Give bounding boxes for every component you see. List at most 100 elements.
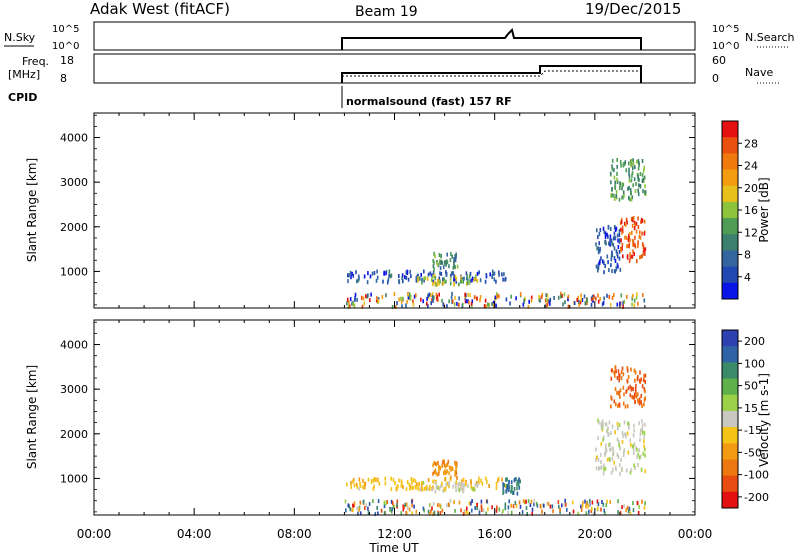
- data-cell: [358, 507, 360, 512]
- data-cell: [402, 279, 404, 284]
- data-cell: [548, 299, 551, 304]
- data-cell: [631, 173, 633, 178]
- data-cell: [616, 180, 619, 185]
- data-cell: [583, 294, 586, 299]
- data-cell: [613, 256, 616, 260]
- data-cell: [360, 295, 363, 300]
- data-cell: [409, 294, 412, 299]
- data-cell: [613, 370, 615, 375]
- data-cell: [610, 431, 612, 435]
- data-cell: [637, 452, 639, 457]
- data-cell: [495, 486, 498, 491]
- data-cell: [643, 231, 646, 236]
- data-cell: [604, 240, 606, 245]
- data-cell: [571, 500, 574, 505]
- data-cell: [609, 242, 611, 247]
- data-cell: [426, 276, 429, 281]
- data-cell: [515, 477, 517, 481]
- data-cell: [356, 506, 358, 511]
- data-cell: [493, 300, 495, 305]
- data-cell: [602, 502, 605, 507]
- data-cell: [513, 478, 516, 483]
- data-cell: [458, 481, 461, 486]
- data-cell: [623, 450, 625, 455]
- data-cell: [376, 505, 378, 510]
- data-cell: [480, 504, 483, 509]
- data-cell: [404, 502, 406, 507]
- data-cell: [388, 269, 391, 274]
- data-cell: [541, 509, 543, 514]
- velocity-frame: [93, 319, 696, 516]
- data-cell: [508, 499, 510, 504]
- data-cell: [518, 485, 521, 490]
- data-cell: [353, 501, 356, 506]
- data-cell: [437, 503, 439, 508]
- data-cell: [604, 263, 606, 268]
- data-cell: [603, 260, 605, 265]
- data-cell: [613, 197, 616, 201]
- data-cell: [489, 272, 491, 277]
- data-cell: [539, 503, 542, 508]
- data-cell: [614, 365, 616, 370]
- data-cell: [603, 463, 605, 468]
- data-cell: [612, 449, 615, 454]
- data-cell: [455, 471, 458, 476]
- data-cell: [487, 507, 489, 512]
- data-cell: [476, 483, 479, 488]
- data-cell: [631, 254, 633, 259]
- data-cell: [600, 460, 602, 465]
- data-cell: [392, 477, 395, 482]
- data-cell: [633, 242, 636, 247]
- data-cell: [470, 501, 472, 506]
- data-cell: [372, 486, 375, 491]
- data-cell: [630, 191, 632, 196]
- data-cell: [422, 299, 424, 304]
- data-cell: [624, 160, 627, 165]
- data-cell: [615, 249, 618, 254]
- data-cell: [628, 425, 630, 430]
- data-cell: [565, 502, 567, 507]
- data-cell: [363, 485, 366, 490]
- data-cell: [466, 274, 469, 279]
- data-cell: [371, 271, 374, 276]
- data-cell: [622, 453, 625, 457]
- data-cell: [609, 302, 612, 307]
- data-cell: [622, 190, 625, 195]
- data-cell: [626, 379, 629, 384]
- data-cell: [481, 481, 484, 486]
- data-cell: [639, 184, 642, 189]
- data-cell: [436, 294, 439, 299]
- data-cell: [417, 278, 419, 283]
- data-cell: [644, 379, 646, 384]
- data-cell: [462, 486, 465, 491]
- data-cell: [436, 261, 438, 266]
- data-cell: [411, 499, 413, 504]
- data-cell: [458, 302, 460, 307]
- data-cell: [519, 504, 522, 509]
- data-cell: [445, 279, 447, 284]
- data-cell: [547, 501, 550, 506]
- data-cell: [599, 452, 602, 457]
- data-cell: [454, 276, 456, 281]
- data-cell: [452, 271, 454, 276]
- data-cell: [636, 500, 639, 505]
- data-cell: [631, 239, 634, 243]
- data-cell: [485, 304, 488, 309]
- data-cell: [480, 478, 482, 483]
- data-cell: [619, 238, 621, 243]
- data-cell: [436, 296, 438, 301]
- data-cell: [626, 404, 629, 409]
- data-cell: [627, 386, 630, 391]
- data-cell: [433, 460, 436, 465]
- data-cell: [354, 297, 356, 302]
- data-cell: [357, 278, 360, 283]
- data-cell: [507, 483, 509, 488]
- data-cell: [619, 181, 622, 186]
- colorbar-tick-label: -50: [744, 446, 762, 459]
- data-cell: [449, 498, 452, 503]
- nsearch-label: N.Search: [745, 31, 795, 44]
- data-cell: [631, 171, 634, 175]
- data-cell: [426, 487, 428, 491]
- data-cell: [597, 458, 600, 462]
- data-cell: [640, 400, 642, 405]
